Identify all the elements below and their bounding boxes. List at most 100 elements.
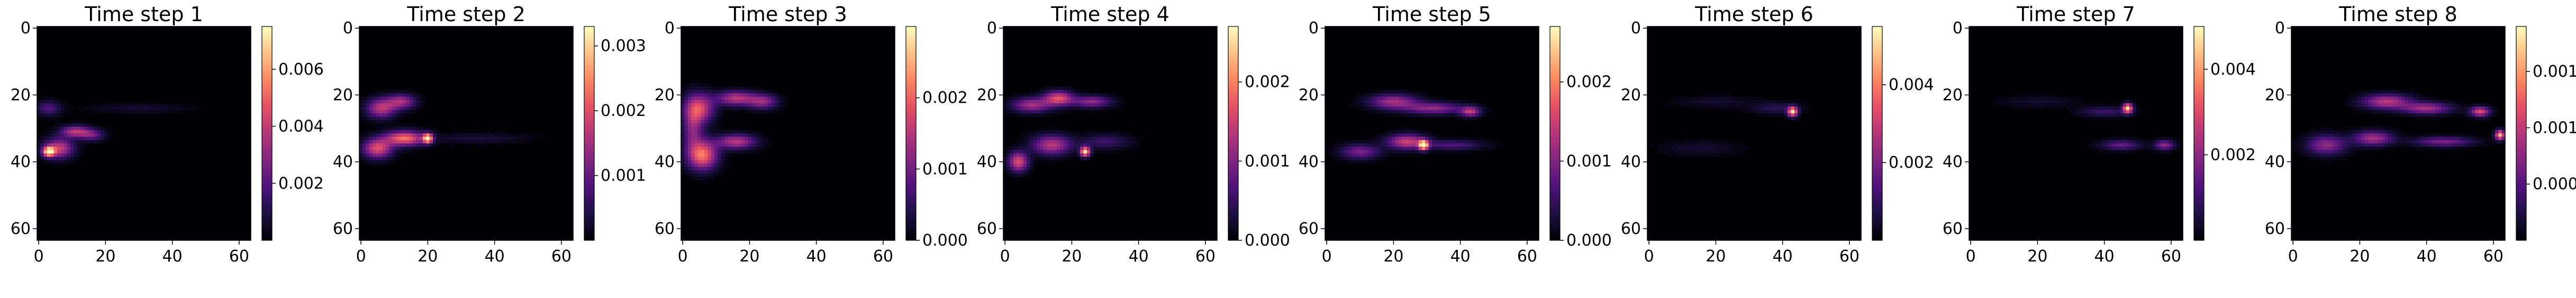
heatmap-cell xyxy=(701,150,705,154)
heatmap-cell xyxy=(406,137,410,141)
heatmap-cell xyxy=(1720,96,1725,101)
heatmap-cell xyxy=(1037,93,1040,97)
heatmap-cell xyxy=(2046,103,2049,107)
heatmap-cell xyxy=(422,133,427,137)
heatmap-cell xyxy=(708,123,712,127)
heatmap-cell xyxy=(80,133,84,137)
heatmap-cell xyxy=(684,137,688,141)
heatmap-cell xyxy=(2485,103,2489,107)
heatmap-cell xyxy=(1482,147,1486,150)
heatmap-cell xyxy=(2495,137,2499,141)
heatmap-cell xyxy=(386,160,390,164)
heatmap-cell xyxy=(2109,113,2113,117)
heatmap-cell xyxy=(1784,103,1788,107)
heatmap-cell xyxy=(1372,140,1376,144)
heatmap-cell xyxy=(721,127,725,131)
heatmap-cell xyxy=(1063,93,1067,97)
heatmap-cell xyxy=(2298,147,2302,150)
heatmap-cell xyxy=(2318,140,2322,144)
heatmap-cell xyxy=(1110,96,1114,101)
heatmap-cell xyxy=(1040,147,1044,150)
heatmap-cell xyxy=(1365,153,1369,157)
heatmap-cell xyxy=(84,143,88,147)
heatmap-cell xyxy=(771,100,775,104)
heatmap-cell xyxy=(2112,110,2117,114)
heatmap-cell xyxy=(40,103,44,107)
heatmap-cell xyxy=(1362,143,1366,147)
heatmap-cell xyxy=(1006,160,1011,164)
heatmap-cell xyxy=(1395,96,1399,101)
heatmap-cell xyxy=(1023,133,1027,137)
heatmap-cell xyxy=(1110,103,1114,107)
heatmap-cell xyxy=(2425,110,2429,114)
heatmap-cell xyxy=(2328,130,2332,134)
heatmap-cell xyxy=(684,110,688,114)
heatmap-cell xyxy=(704,143,708,147)
heatmap-cell xyxy=(393,150,396,154)
heatmap-cell xyxy=(1043,106,1047,111)
heatmap-cell xyxy=(1415,147,1419,150)
heatmap-cell xyxy=(1053,160,1057,164)
heatmap-cell xyxy=(1781,110,1785,114)
heatmap-cell xyxy=(1468,140,1473,144)
heatmap-cell xyxy=(1372,153,1376,157)
heatmap-cell xyxy=(1017,157,1020,160)
heatmap-cell xyxy=(1382,137,1386,141)
heatmap-cell xyxy=(1123,133,1127,137)
heatmap-cell xyxy=(1047,96,1050,101)
heatmap-cell xyxy=(1432,150,1436,154)
heatmap-cell xyxy=(1402,130,1405,134)
heatmap-cell xyxy=(2348,153,2352,157)
heatmap-cell xyxy=(184,106,188,111)
heatmap-cell xyxy=(1408,133,1412,137)
heatmap-cell xyxy=(1345,150,1349,154)
heatmap-cell xyxy=(1030,106,1034,111)
heatmap-cell xyxy=(1006,167,1011,170)
heatmap-cell xyxy=(728,157,732,160)
heatmap-cell xyxy=(2384,103,2389,107)
heatmap-cell xyxy=(731,153,735,157)
heatmap-cell xyxy=(708,137,712,141)
heatmap-cell xyxy=(2501,127,2506,131)
heatmap-cell xyxy=(2056,103,2060,107)
heatmap-cell xyxy=(1438,133,1443,137)
heatmap-cell xyxy=(768,106,772,111)
heatmap-cell xyxy=(1063,86,1067,91)
heatmap-cell xyxy=(57,113,61,117)
heatmap-cell xyxy=(94,137,98,141)
heatmap-cell xyxy=(697,173,702,177)
heatmap-cell xyxy=(362,103,367,107)
heatmap-cell xyxy=(684,133,688,137)
heatmap-cell xyxy=(40,147,44,150)
heatmap-cell xyxy=(2294,143,2299,147)
heatmap-cell xyxy=(1415,110,1419,114)
heatmap-cell xyxy=(1737,150,1741,154)
heatmap-cell xyxy=(2331,137,2335,141)
heatmap-cell xyxy=(1788,106,1791,111)
heatmap-cell xyxy=(1408,113,1412,117)
heatmap-cell xyxy=(708,147,712,150)
heatmap-cell xyxy=(1030,113,1034,117)
heatmap-cell xyxy=(774,103,778,107)
heatmap-cell xyxy=(2398,113,2402,117)
heatmap-cell xyxy=(1033,130,1037,134)
heatmap-cell xyxy=(426,137,430,141)
heatmap-cell xyxy=(1714,147,1718,150)
heatmap-cell xyxy=(701,86,705,91)
heatmap-cell xyxy=(691,80,695,84)
heatmap-cell xyxy=(1392,89,1395,94)
heatmap-cell xyxy=(1023,163,1027,167)
heatmap-cell xyxy=(1438,116,1443,121)
heatmap-cell xyxy=(2019,96,2023,101)
heatmap-cell xyxy=(684,150,688,154)
heatmap-cell xyxy=(2481,116,2486,121)
heatmap-cell xyxy=(1368,100,1372,104)
heatmap-cell xyxy=(1120,143,1124,147)
heatmap-cell xyxy=(1475,110,1479,114)
heatmap-cell xyxy=(2169,140,2173,144)
colorbar-tick-label: 0.000 xyxy=(1245,231,1290,250)
heatmap-cell xyxy=(2345,143,2348,147)
heatmap-cell xyxy=(1106,143,1111,147)
heatmap-cell xyxy=(1667,153,1671,157)
